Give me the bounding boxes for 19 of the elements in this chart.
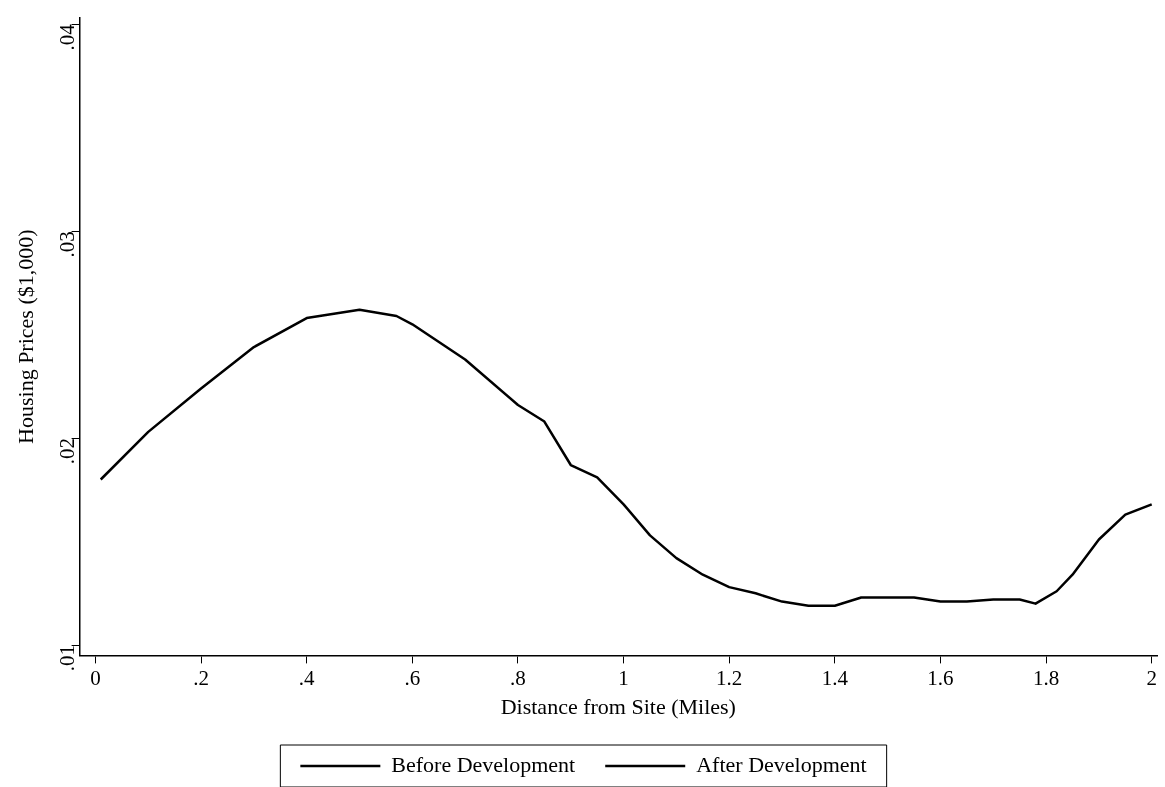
x-tick-label: 1.8 bbox=[1032, 665, 1060, 690]
x-tick-label: .8 bbox=[510, 665, 526, 690]
x-tick-label: 1 bbox=[618, 665, 629, 690]
x-tick-label: .6 bbox=[404, 665, 421, 690]
legend-label: After Development bbox=[696, 751, 867, 777]
x-tick-label: 1.4 bbox=[821, 665, 849, 690]
y-tick-label: .02 bbox=[55, 438, 80, 465]
y-tick-label: .04 bbox=[55, 23, 80, 51]
x-tick-label: 2 bbox=[1146, 665, 1157, 690]
x-tick-label: 0 bbox=[90, 665, 101, 690]
x-axis-title: Distance from Site (Miles) bbox=[500, 693, 736, 719]
y-tick-label: .01 bbox=[55, 645, 80, 672]
x-tick-label: 1.6 bbox=[927, 665, 954, 690]
y-axis-title: Housing Prices ($1,000) bbox=[12, 229, 38, 444]
legend-label: Before Development bbox=[391, 751, 576, 777]
x-tick-label: .2 bbox=[193, 665, 209, 690]
y-tick-label: .03 bbox=[55, 231, 80, 258]
x-tick-label: .4 bbox=[298, 665, 316, 690]
x-tick-label: 1.2 bbox=[716, 665, 743, 690]
